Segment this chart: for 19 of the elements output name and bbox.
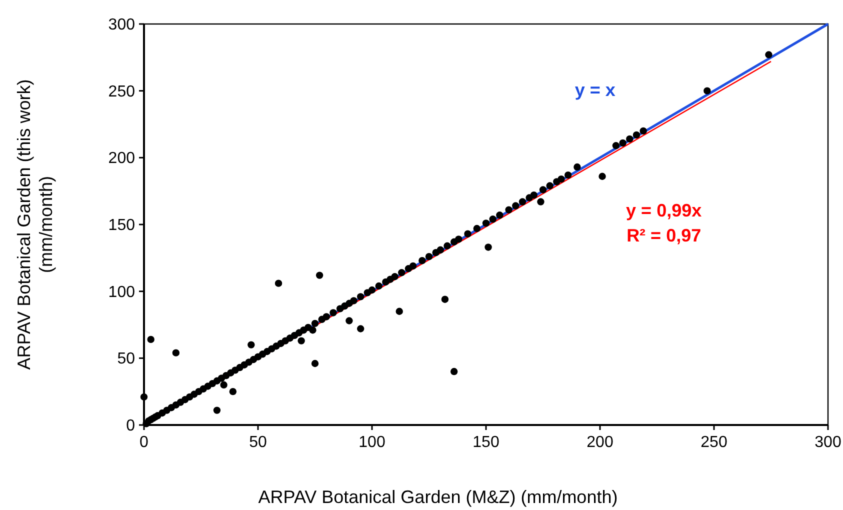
y-tick-label: 300 <box>108 16 136 34</box>
x-tick-label: 250 <box>700 434 728 451</box>
y-axis-title: ARPAV Botanical Garden (this work) (mm/month) <box>14 79 56 370</box>
x-tick-label: 50 <box>249 434 267 451</box>
text: y = x <box>574 80 616 100</box>
y-tick-label: 200 <box>108 150 136 168</box>
text: y = 0,99x <box>626 200 702 220</box>
y-tick-label: 250 <box>108 83 136 100</box>
y-tick-label: 50 <box>117 350 136 368</box>
y-tick-label: 0 <box>126 418 136 434</box>
x-tick-label: 100 <box>358 434 386 451</box>
y-tick-label: 150 <box>108 217 136 234</box>
annotation: R² = 0,97 <box>626 225 702 246</box>
x-tick-label: 0 <box>140 434 149 451</box>
x-tick-label: 150 <box>472 434 500 451</box>
x-axis-title: ARPAV Botanical Garden (M&Z) (mm/month) <box>258 487 618 507</box>
x-tick-label: 200 <box>586 434 614 451</box>
y-tick-label: 100 <box>108 284 136 301</box>
x-tick-label: 300 <box>814 434 842 451</box>
